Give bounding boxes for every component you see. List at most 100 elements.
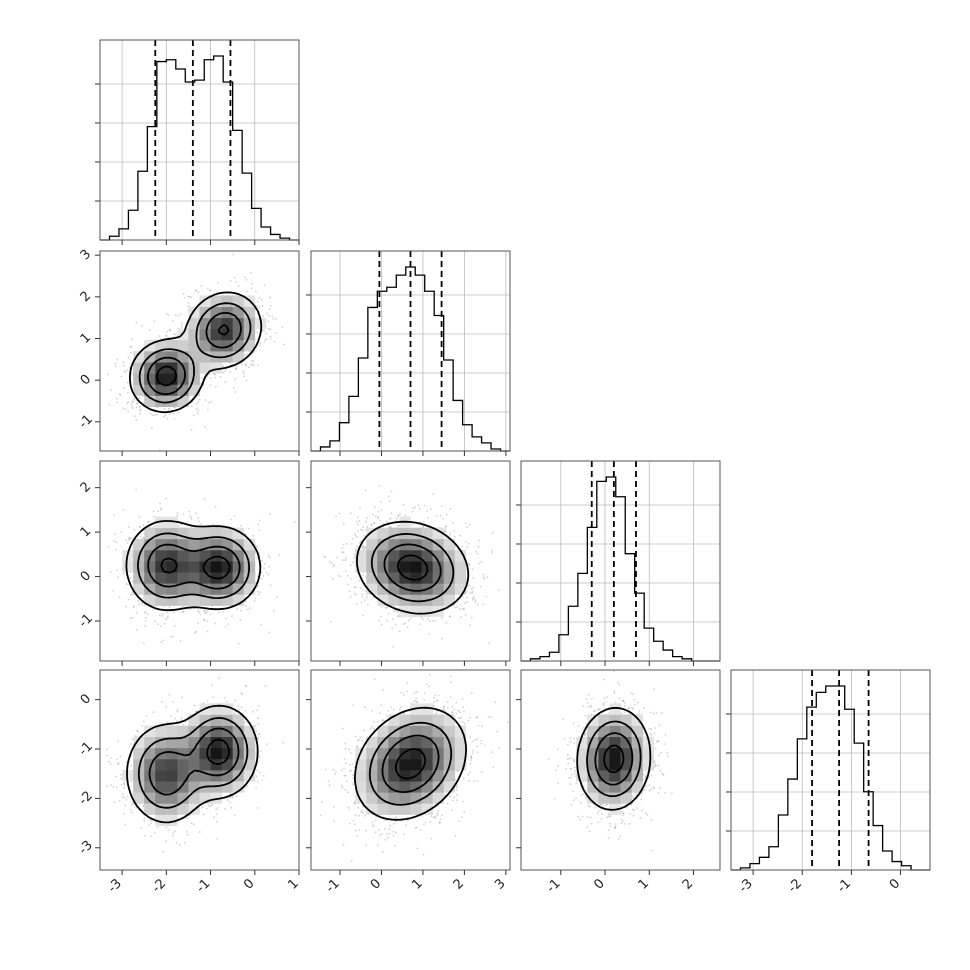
scatter-point [392,610,395,613]
density-cell [177,339,189,352]
scatter-point [464,614,467,616]
scatter-point [204,426,206,428]
scatter-point [133,606,135,608]
scatter-point [197,401,200,403]
density-cell [188,317,200,330]
scatter-point [127,583,129,586]
scatter-point [471,590,474,593]
density-cell [144,395,156,407]
scatter-point [261,559,263,562]
scatter-point [219,375,222,378]
density-cell [243,583,256,595]
scatter-point [144,611,147,613]
scatter-point [346,542,348,545]
scatter-point [188,510,191,513]
scatter-point [245,379,248,382]
density-cell [144,561,156,573]
scatter-point [126,381,129,384]
scatter-point [471,591,473,594]
scatter-point [269,296,272,299]
scatter-point [116,569,118,571]
scatter-point [128,537,131,539]
scatter-point [361,547,364,549]
hist-panel-1 [306,250,511,452]
scatter-point [142,524,145,526]
scatter-point [328,560,331,563]
scatter-point [422,526,424,529]
scatter-point [122,407,124,409]
scatter-point [472,596,475,599]
density-cell [221,572,234,584]
scatter-point [203,619,206,622]
scatter-point [460,616,463,619]
scatter-point [125,605,127,608]
scatter-point [259,591,261,594]
scatter-point [402,623,405,625]
scatter-point [452,522,454,524]
density-cell [243,572,256,584]
density-cell [155,572,167,584]
density-cell [177,549,189,562]
scatter-point [230,518,233,521]
scatter-point [243,372,246,375]
scatter-point [142,537,144,539]
scatter-point [159,625,162,627]
density-cell [221,339,234,352]
density-cell [166,583,178,595]
scatter-point [114,533,116,536]
scatter-point [417,504,420,507]
scatter-point [272,610,275,613]
density-cell [188,572,200,584]
scatter-point [274,332,277,335]
scatter-point [214,385,217,388]
density-cell [210,295,223,307]
scatter-point [255,305,258,307]
scatter-point [139,405,142,408]
scatter-point [360,601,363,604]
scatter-point [265,338,268,340]
scatter-point [250,282,253,285]
scatter-point [127,391,129,394]
scatter-point [365,520,368,523]
scatter-point [231,615,233,617]
scatter-point [165,335,168,337]
scatter-point [266,312,268,315]
scatter-point [235,366,238,368]
density-cell [166,561,178,573]
scatter-point [234,391,237,393]
scatter-point [138,604,140,606]
scatter-point [252,364,255,367]
scatter-point [197,291,200,294]
density-cell [155,339,167,352]
density-cell [221,527,234,540]
density-cell [144,339,156,352]
scatter-point [138,397,141,399]
scatter-point [402,503,405,506]
scatter-point [187,295,190,298]
density-cell [155,516,167,529]
scatter-point [148,329,151,332]
scatter-point [169,412,172,415]
scatter-point [255,290,257,293]
scatter-point [269,328,272,331]
pair-panel-2-0 [99,460,300,662]
density-cell [221,549,234,562]
scatter-point [422,520,425,523]
scatter-point [370,524,373,526]
density-cell [210,561,223,573]
scatter-point [385,607,388,610]
contours [129,291,263,414]
scatter-point [247,366,250,369]
scatter-point [129,351,132,354]
scatter-point [258,552,260,554]
scatter-point [209,613,212,616]
scatter-point [135,629,138,631]
scatter-point [179,640,182,642]
scatter-point [131,407,134,409]
scatter-point [245,363,247,366]
scatter-point [141,604,144,606]
density-cell [133,561,145,573]
scatter-point [242,370,245,373]
scatter-point [268,556,271,559]
scatter-point [129,617,132,620]
